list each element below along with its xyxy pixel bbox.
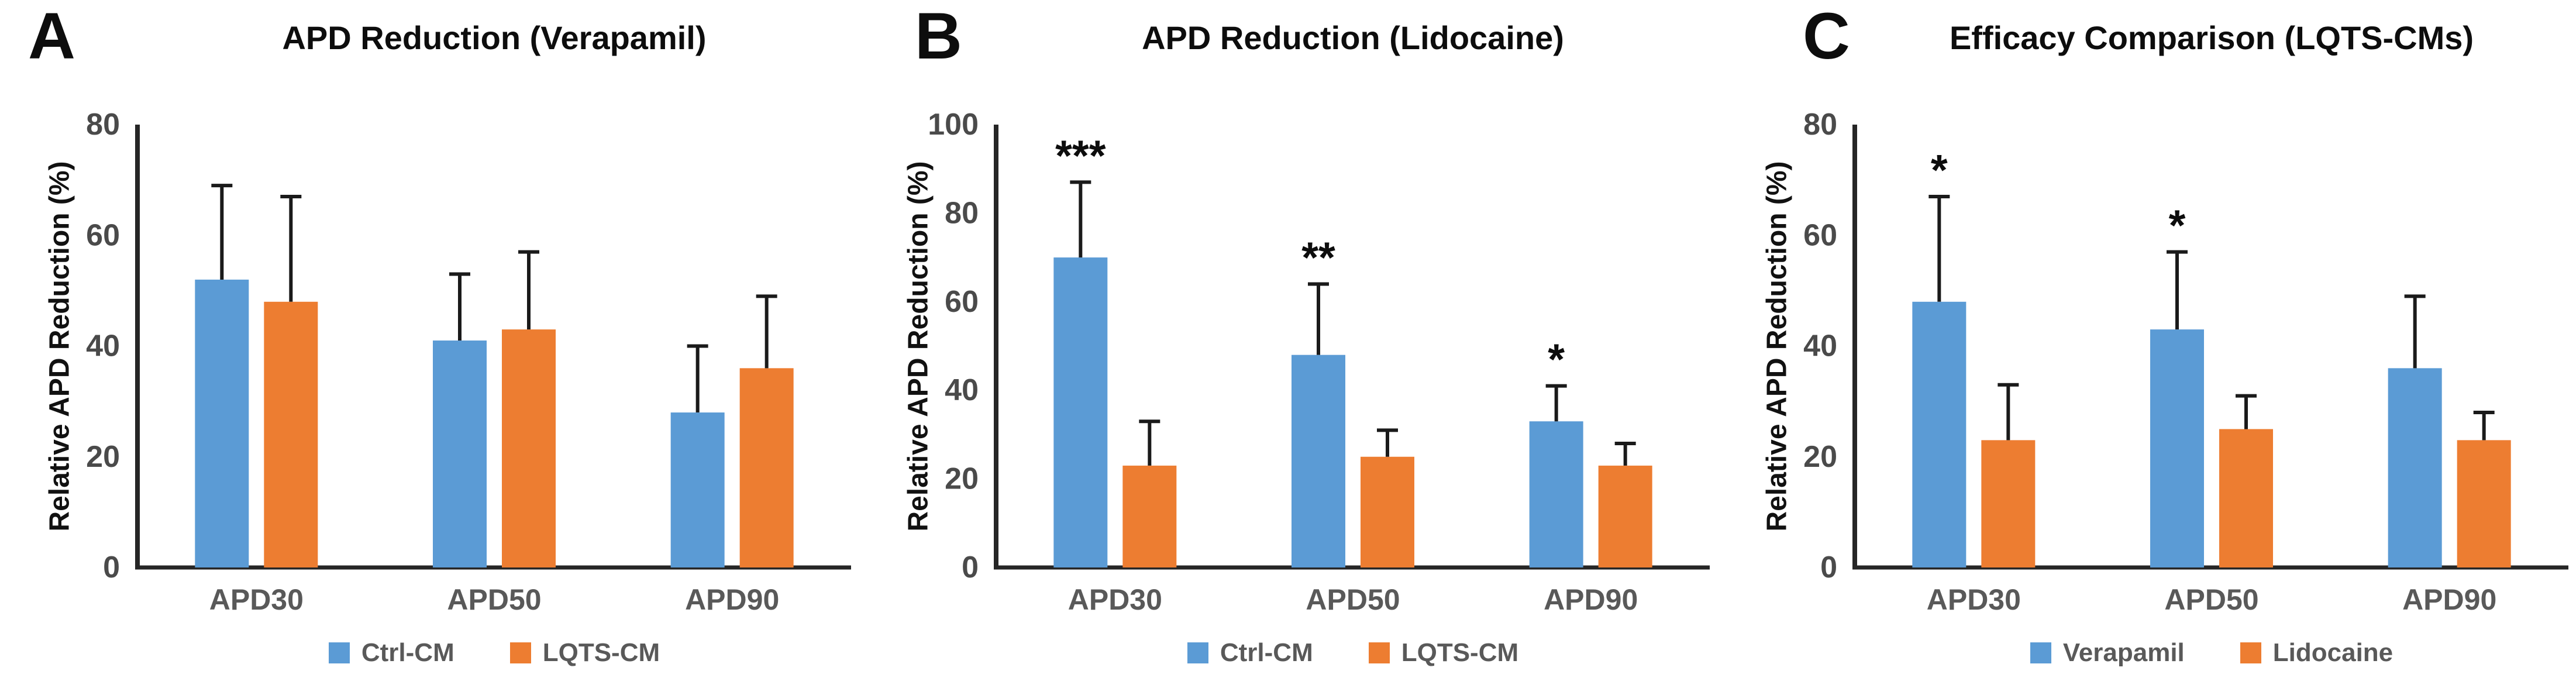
panel-letter: A bbox=[28, 0, 75, 73]
category-label: APD50 bbox=[2164, 583, 2259, 616]
legend-label: Verapamil bbox=[2062, 638, 2185, 667]
significance-marker: * bbox=[1931, 146, 1948, 194]
bar-LQTS-CM-APD90 bbox=[1598, 465, 1652, 567]
legend-label: Ctrl-CM bbox=[1220, 638, 1313, 667]
legend-label: Lidocaine bbox=[2272, 638, 2394, 667]
y-tick-label: 40 bbox=[1803, 329, 1837, 363]
category-label: APD30 bbox=[1067, 583, 1162, 616]
panel-b: B APD Reduction (Lidocaine) Relative APD… bbox=[859, 0, 1717, 688]
bar-Ctrl-CM-APD50 bbox=[433, 340, 487, 567]
panel-a: A APD Reduction (Verapamil) Relative APD… bbox=[0, 0, 859, 688]
legend-item: Verapamil bbox=[2030, 640, 2185, 666]
legend-label: Ctrl-CM bbox=[361, 638, 454, 667]
category-axis: APD30 APD50 APD90 bbox=[996, 583, 1710, 617]
legend: Ctrl-CM LQTS-CM bbox=[137, 640, 851, 666]
bar-LQTS-CM-APD90 bbox=[739, 368, 794, 567]
chart-title: Efficacy Comparison (LQTS-CMs) bbox=[1949, 19, 2474, 56]
significance-marker: * bbox=[2169, 201, 2186, 250]
y-tick-label: 0 bbox=[103, 551, 120, 584]
chart-title: APD Reduction (Verapamil) bbox=[282, 19, 707, 56]
legend-swatch-icon bbox=[2030, 642, 2051, 663]
legend-swatch-icon bbox=[1368, 642, 1390, 663]
bar-Lidocaine-APD50 bbox=[2219, 429, 2273, 567]
significance-marker: ** bbox=[1301, 233, 1335, 282]
bar-Lidocaine-APD90 bbox=[2457, 440, 2511, 567]
y-tick-label: 80 bbox=[1803, 108, 1837, 142]
bar-LQTS-CM-APD30 bbox=[1122, 465, 1177, 567]
y-tick-label: 40 bbox=[945, 373, 979, 407]
y-tick-label: 80 bbox=[945, 196, 979, 230]
y-tick-label: 0 bbox=[962, 551, 979, 584]
y-axis-title: Relative APD Reduction (%) bbox=[44, 161, 75, 532]
legend-swatch-icon bbox=[2240, 642, 2261, 663]
category-label: APD90 bbox=[1544, 583, 1638, 616]
legend-item: Ctrl-CM bbox=[1187, 640, 1313, 666]
y-tick-label: 60 bbox=[86, 218, 120, 252]
bar-Verapamil-APD90 bbox=[2388, 368, 2442, 567]
bar-Verapamil-APD30 bbox=[1912, 301, 1967, 567]
legend-item: Lidocaine bbox=[2240, 640, 2393, 666]
legend-label: LQTS-CM bbox=[1401, 638, 1519, 667]
panel-c: C Efficacy Comparison (LQTS-CMs) Relativ… bbox=[1717, 0, 2576, 688]
bar-LQTS-CM-APD50 bbox=[1361, 456, 1414, 567]
bar-Ctrl-CM-APD30 bbox=[1053, 257, 1108, 568]
bar-LQTS-CM-APD50 bbox=[502, 329, 556, 567]
y-tick-label: 60 bbox=[1803, 218, 1837, 252]
y-tick-label: 0 bbox=[1820, 551, 1837, 584]
bar-Ctrl-CM-APD90 bbox=[1529, 421, 1583, 567]
legend-item: LQTS-CM bbox=[509, 638, 660, 667]
bar-Ctrl-CM-APD50 bbox=[1292, 355, 1345, 567]
category-label: APD90 bbox=[2402, 583, 2497, 616]
category-label: APD50 bbox=[447, 583, 542, 616]
legend-item: LQTS-CM bbox=[1368, 638, 1519, 667]
category-label: APD30 bbox=[209, 583, 304, 616]
y-tick-label: 20 bbox=[1803, 440, 1837, 474]
bar-Lidocaine-APD30 bbox=[1981, 440, 2036, 567]
legend-swatch-icon bbox=[1187, 642, 1208, 663]
legend-label: LQTS-CM bbox=[542, 638, 660, 667]
y-axis-title: Relative APD Reduction (%) bbox=[1761, 161, 1793, 532]
category-label: APD50 bbox=[1306, 583, 1400, 616]
significance-marker: * bbox=[1548, 335, 1565, 384]
bar-Verapamil-APD50 bbox=[2150, 329, 2204, 567]
legend-swatch-icon bbox=[509, 642, 531, 663]
category-axis: APD30 APD50 APD90 bbox=[1855, 583, 2568, 617]
y-tick-label: 20 bbox=[86, 440, 120, 474]
legend-item: Ctrl-CM bbox=[328, 638, 454, 667]
bar-LQTS-CM-APD30 bbox=[264, 301, 318, 567]
chart-title: APD Reduction (Lidocaine) bbox=[1142, 19, 1564, 56]
y-tick-label: 40 bbox=[86, 329, 120, 363]
legend-swatch-icon bbox=[328, 642, 350, 663]
legend: Verapamil Lidocaine bbox=[1855, 640, 2568, 666]
bar-Ctrl-CM-APD90 bbox=[670, 412, 725, 567]
y-tick-label: 100 bbox=[928, 108, 979, 142]
bar-Ctrl-CM-APD30 bbox=[195, 279, 249, 567]
category-axis: APD30 APD50 APD90 bbox=[137, 583, 851, 617]
y-tick-label: 80 bbox=[86, 108, 120, 142]
y-tick-label: 60 bbox=[945, 285, 979, 319]
legend: Ctrl-CM LQTS-CM bbox=[996, 640, 1710, 666]
significance-marker: *** bbox=[1055, 131, 1106, 180]
y-axis-title: Relative APD Reduction (%) bbox=[903, 161, 934, 532]
y-tick-label: 20 bbox=[945, 462, 979, 496]
category-label: APD30 bbox=[1926, 583, 2021, 616]
category-label: APD90 bbox=[685, 583, 780, 616]
panel-letter: B bbox=[915, 0, 962, 73]
panel-letter: C bbox=[1803, 0, 1850, 73]
